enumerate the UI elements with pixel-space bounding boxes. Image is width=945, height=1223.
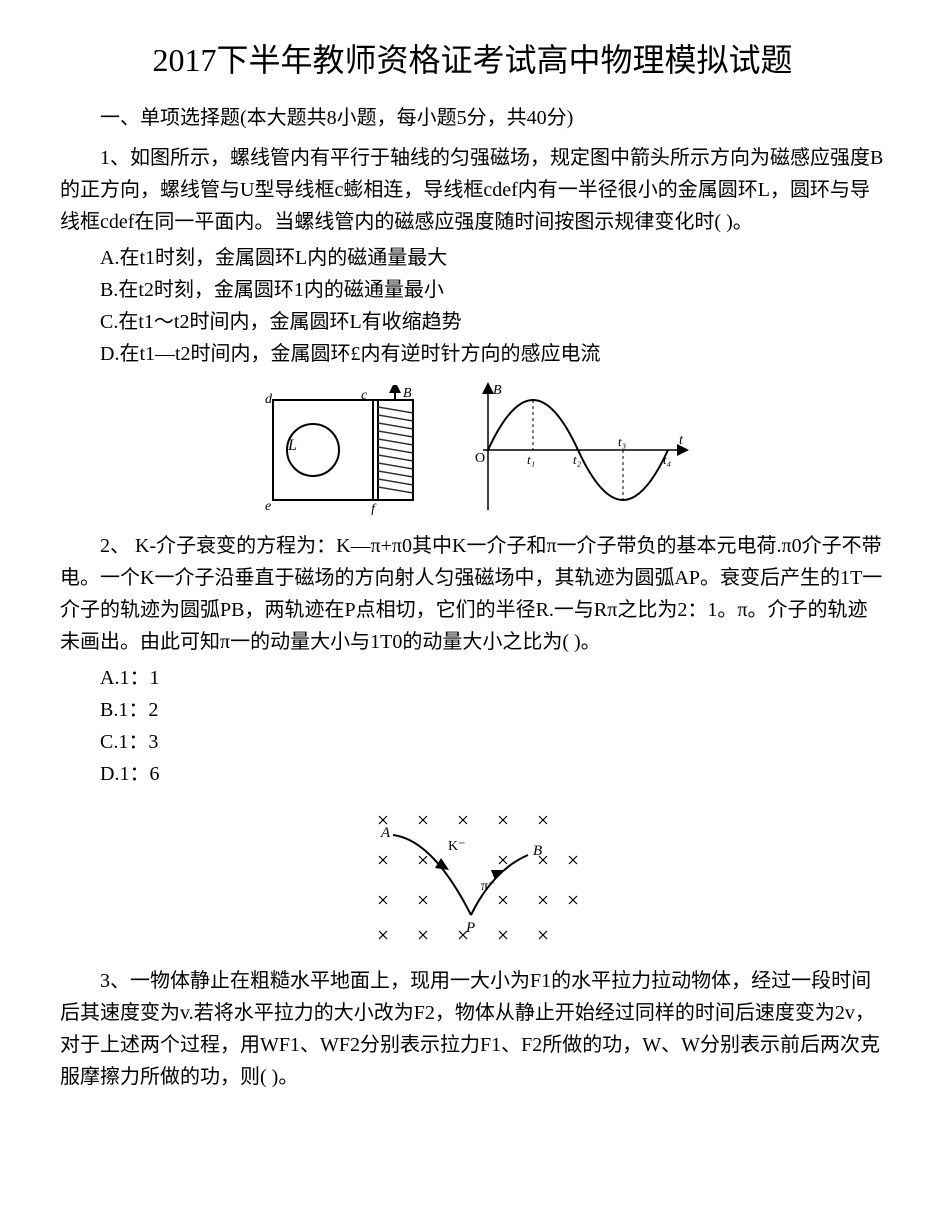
label-pi: π⁻ [481,879,495,894]
label-A: A [380,825,391,841]
figure-2-trajectory: A B P K⁻ π⁻ [353,800,593,950]
question-3-stem: 3、一物体静止在粗糙水平地面上，现用一大小为F1的水平拉力拉动物体，经过一段时间… [60,965,885,1093]
page-title: 2017下半年教师资格证考试高中物理模拟试题 [60,40,885,82]
label-L: L [287,437,297,454]
label-B-graph: B [493,383,502,398]
label-e: e [265,499,271,514]
q2-option-d: D.1：6 [60,758,885,790]
label-f: f [371,502,377,515]
question-1-stem: 1、如图所示，螺线管内有平行于轴线的匀强磁场，规定图中箭头所示方向为磁感应强度B… [60,142,885,238]
figure-1: L d c e f B [60,380,885,520]
label-t3: t₃ [618,434,626,449]
label-t: t [679,433,684,448]
label-t2: t₂ [573,452,582,467]
q1-option-c: C.在t1～t2时间内，金属圆环L有收缩趋势 [60,306,885,338]
q2-option-a: A.1：1 [60,662,885,694]
label-t1: t₁ [527,452,535,467]
q1-option-a: A.在t1时刻，金属圆环L内的磁通量最大 [60,242,885,274]
q2-option-b: B.1：2 [60,694,885,726]
label-B-circuit: B [403,386,412,401]
label-O: O [475,451,485,466]
figure-1-graph: B O t t₁ t₂ t₃ t₄ [463,380,693,520]
label-P: P [465,920,475,936]
label-c: c [361,388,368,403]
q2-option-c: C.1：3 [60,726,885,758]
q1-option-b: B.在t2时刻，金属圆环1内的磁通量最小 [60,274,885,306]
figure-1-circuit: L d c e f B [253,385,453,515]
label-d: d [265,392,273,407]
label-t4: t₄ [663,452,672,467]
question-2-stem: 2、 K-介子衰变的方程为：K—π+π0其中K一介子和π一介子带负的基本元电荷.… [60,530,885,658]
label-B2: B [533,843,542,859]
figure-2: A B P K⁻ π⁻ [60,800,885,955]
section-header: 一、单项选择题(本大题共8小题，每小题5分，共40分) [60,102,885,134]
q1-option-d: D.在t1—t2时间内，金属圆环£内有逆时针方向的感应电流 [60,338,885,370]
label-K: K⁻ [448,839,466,854]
